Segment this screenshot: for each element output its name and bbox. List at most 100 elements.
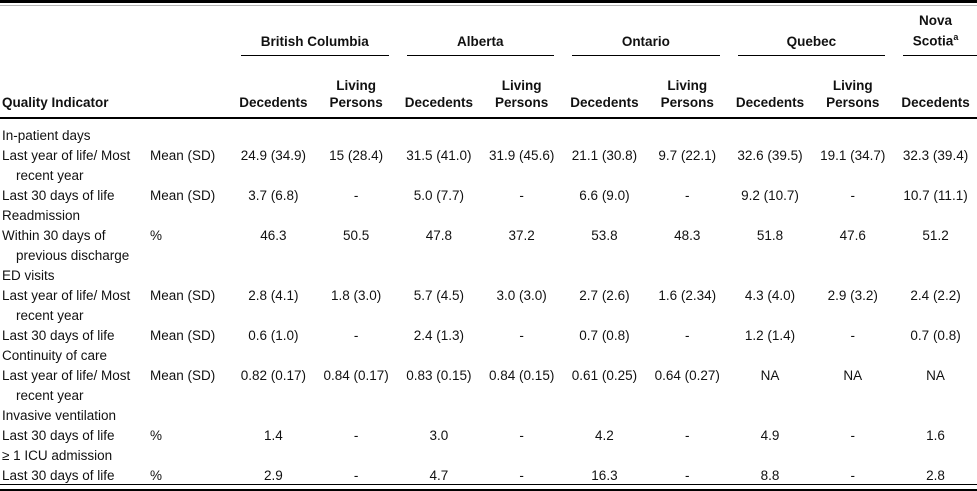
province-header: British Columbia [232, 2, 398, 56]
province-name: Nova Scotiaa [912, 13, 959, 49]
value-cell: 0.82 (0.17) [240, 367, 307, 383]
column-header: Living Persons [645, 55, 729, 119]
value-cell: 5.0 (7.7) [413, 187, 465, 203]
column-header: Living Persons [314, 55, 398, 119]
value-cell: 9.7 (22.1) [658, 147, 717, 163]
value-cell: 2.9 (3.2) [827, 287, 878, 303]
top-rule-thick [0, 0, 977, 3]
section-row: In-patient days [0, 118, 977, 146]
value-cell: 2.8 (4.1) [248, 287, 299, 303]
table-header: British Columbia Alberta Ontario Quebec Nova… [0, 2, 977, 119]
value-cell: 0.83 (0.15) [406, 367, 472, 383]
statistic-type: Mean (SD) [150, 187, 216, 203]
column-header: Decedents [563, 55, 646, 119]
value-cell: 2.8 [926, 467, 945, 483]
value-cell: NA [843, 367, 863, 383]
province-group-rule [903, 54, 977, 56]
value-cell: 37.2 [508, 227, 535, 243]
value-cell: NA [760, 367, 780, 383]
province-name: Ontario [621, 33, 670, 49]
value-cell: 10.7 (11.1) [903, 187, 968, 203]
province-header: Ontario [563, 2, 729, 56]
value-cell: 2.4 (2.2) [910, 287, 961, 303]
value-cell: 6.6 (9.0) [579, 187, 630, 203]
indicator-row: Last year of life/ Most recent year Mean … [0, 146, 977, 186]
column-header: Decedents [728, 55, 812, 119]
section-row: Invasive ventilation [0, 406, 977, 426]
value-cell: 19.1 (34.7) [820, 147, 886, 163]
value-cell: 21.1 (30.8) [571, 147, 638, 163]
value-cell: 4.9 [760, 427, 780, 443]
province-header: Nova Scotiaa [894, 2, 977, 56]
value-cell: NA [926, 367, 945, 383]
province-name: British Columbia [260, 33, 369, 49]
section-row: Readmission [0, 206, 977, 226]
value-cell: - [519, 327, 524, 343]
value-cell: - [684, 427, 690, 443]
value-cell: 0.6 (1.0) [248, 327, 299, 343]
province-group-rule [572, 54, 720, 56]
value-cell: - [684, 187, 690, 203]
quality-indicator-header: Quality Indicator [0, 55, 232, 119]
value-cell: - [353, 187, 359, 203]
statistic-type: % [150, 427, 163, 443]
value-cell: 0.7 (0.8) [579, 327, 630, 343]
value-cell: - [850, 467, 855, 483]
value-cell: 32.6 (39.5) [737, 147, 803, 163]
province-group-rule [737, 54, 886, 56]
statistic-type: Mean (SD) [150, 147, 216, 163]
value-cell: 3.0 (3.0) [496, 287, 547, 303]
indicator-row: Last year of life/ Most recent year Mean … [0, 366, 977, 406]
section-row: ≥ 1 ICU admission [0, 446, 977, 466]
province-name: Alberta [457, 33, 504, 49]
indicator-label: Within 30 days of previous discharge [2, 227, 130, 263]
indicator-label: Last year of life/ Most recent year [2, 287, 131, 323]
value-cell: 1.8 (3.0) [331, 287, 382, 303]
bottom-rule-thin [0, 483, 977, 485]
value-cell: 24.9 (34.9) [240, 147, 307, 163]
value-cell: 31.9 (45.6) [489, 147, 555, 163]
statistic-type: Mean (SD) [150, 287, 216, 303]
value-cell: 0.7 (0.8) [910, 327, 961, 343]
indicator-label: Last 30 days of life [2, 327, 115, 343]
province-group-rule [241, 54, 389, 56]
section-label: ≥ 1 ICU admission [2, 447, 113, 463]
section-label: In-patient days [2, 127, 91, 143]
value-cell: 1.6 [926, 427, 945, 443]
value-cell: - [850, 427, 855, 443]
province-group-row: British Columbia Alberta Ontario Quebec Nova… [0, 2, 977, 56]
value-cell: 53.8 [591, 227, 618, 243]
header-corner [0, 2, 232, 56]
value-cell: 1.6 (2.34) [658, 287, 717, 303]
section-label: Continuity of care [2, 347, 108, 363]
statistic-type: % [150, 467, 163, 483]
column-header: Living Persons [480, 55, 564, 119]
value-cell: 4.2 [595, 427, 614, 443]
value-cell: 8.8 [760, 467, 780, 483]
indicator-row: Last 30 days of life Mean (SD) 0.6 (1.0) - 2… [0, 326, 977, 346]
province-group-rule [406, 54, 555, 56]
value-cell: 48.3 [674, 227, 701, 243]
column-header-row: Quality Indicator Decedents Living Persons… [0, 55, 977, 119]
indicator-row: Last 30 days of life% 2.9 - 4.7 - 16.3 - 8.8 - 2.… [0, 466, 977, 486]
value-cell: 9.2 (10.7) [741, 187, 799, 203]
indicator-row: Within 30 days of previous discharge% 46.… [0, 226, 977, 266]
indicator-label: Last year of life/ Most recent year [2, 147, 131, 183]
column-header: Living Persons [811, 55, 895, 119]
province-footnote-marker: a [953, 32, 959, 42]
value-cell: - [353, 467, 359, 483]
province-header: Quebec [729, 2, 895, 56]
value-cell: 3.0 [429, 427, 449, 443]
statistic-type: Mean (SD) [150, 327, 216, 343]
top-rule-thin [0, 4, 977, 6]
value-cell: - [353, 427, 359, 443]
indicator-row: Last year of life/ Most recent year Mean … [0, 286, 977, 326]
value-cell: 0.84 (0.17) [323, 367, 389, 383]
value-cell: 47.6 [839, 227, 866, 243]
value-cell: 2.4 (1.3) [413, 327, 465, 343]
province-name: Quebec [786, 33, 837, 49]
value-cell: - [353, 327, 359, 343]
value-cell: 1.4 [263, 427, 283, 443]
indicator-label: Last 30 days of life [2, 467, 115, 483]
